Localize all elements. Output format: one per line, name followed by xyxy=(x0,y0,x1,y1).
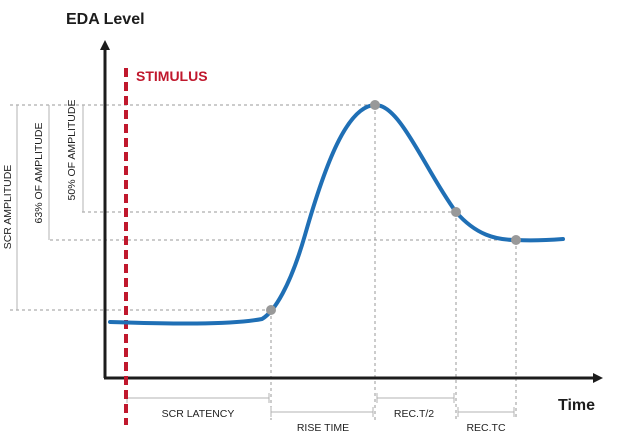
peak-point-marker xyxy=(370,100,380,110)
rec-tc-label: REC.TC xyxy=(466,422,506,433)
y-axis-title: EDA Level xyxy=(66,11,145,28)
amplitude-63-label: 63% OF AMPLITUDE xyxy=(33,123,45,224)
stimulus-label: STIMULUS xyxy=(136,68,208,84)
eda-response-curve xyxy=(108,102,565,326)
interval-dimensions xyxy=(126,393,515,417)
onset-point-marker xyxy=(266,305,276,315)
scr-latency-label: SCR LATENCY xyxy=(162,408,235,420)
rise-time-label: RISE TIME xyxy=(297,422,349,433)
x-axis-title: Time xyxy=(558,397,595,414)
scr-amplitude-label: SCR AMPLITUDE xyxy=(2,165,14,250)
recovery-tc-point-marker xyxy=(511,235,521,245)
amplitude-50-label: 50% OF AMPLITUDE xyxy=(66,100,78,201)
rec-t2-label: REC.T/2 xyxy=(394,408,434,420)
half-recovery-point-marker xyxy=(451,207,461,217)
